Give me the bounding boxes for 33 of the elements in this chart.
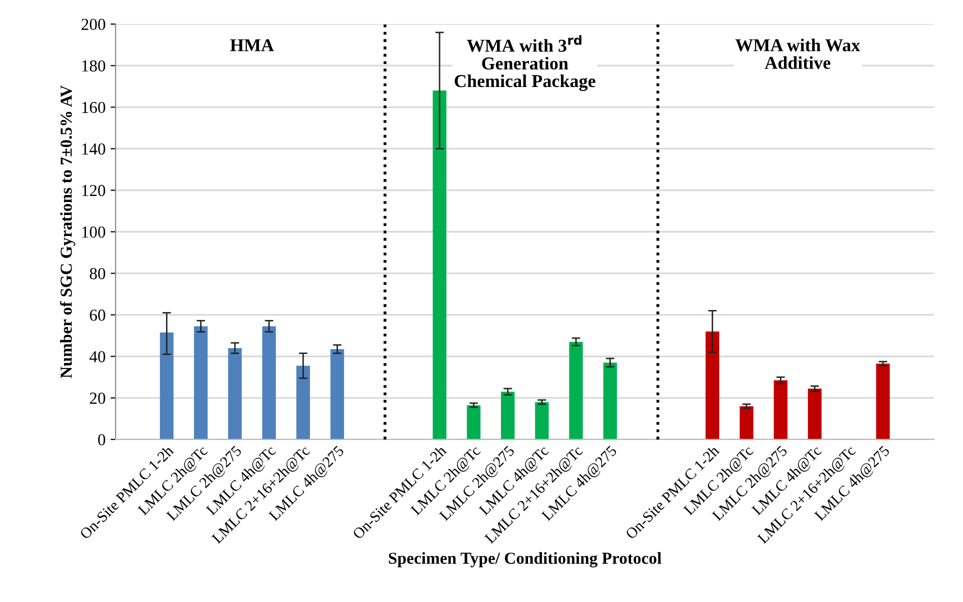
bar xyxy=(569,342,583,440)
bar xyxy=(160,332,174,440)
bar xyxy=(740,406,754,440)
y-tick-label: 100 xyxy=(82,226,106,238)
bar xyxy=(194,326,208,440)
bar xyxy=(603,362,617,440)
annotation: WMA with Wax Additive xyxy=(735,38,860,69)
bar xyxy=(262,326,276,440)
y-tick-label: 20 xyxy=(90,392,106,404)
y-tick-label: 200 xyxy=(82,18,106,30)
x-axis-title: Specimen Type/ Conditioning Protocol xyxy=(388,552,662,568)
y-axis-title: Number of SGC Gyrations to 7±0.5% AV xyxy=(60,85,76,378)
bar xyxy=(466,405,480,440)
bar xyxy=(500,392,515,440)
bar xyxy=(330,349,344,440)
y-tick-label: 160 xyxy=(82,102,106,114)
bar xyxy=(706,331,720,440)
y-tick-label: 180 xyxy=(82,60,106,72)
bar xyxy=(774,380,788,440)
bar xyxy=(228,348,242,440)
bar xyxy=(432,90,446,440)
annotation: WMA with 3$^{rd}$ Generation Chemical Package xyxy=(454,35,596,91)
bar xyxy=(296,366,310,440)
bar xyxy=(808,388,822,440)
y-tick-label: 120 xyxy=(82,184,106,196)
y-tick-label: 80 xyxy=(90,268,106,280)
bar xyxy=(535,402,549,440)
y-tick-label: 60 xyxy=(90,310,106,321)
y-tick-label: 0 xyxy=(98,434,106,446)
bar xyxy=(876,364,890,440)
y-tick-label: 40 xyxy=(89,351,106,362)
annotation: HMA xyxy=(230,39,274,52)
y-tick-label: 140 xyxy=(82,143,106,155)
